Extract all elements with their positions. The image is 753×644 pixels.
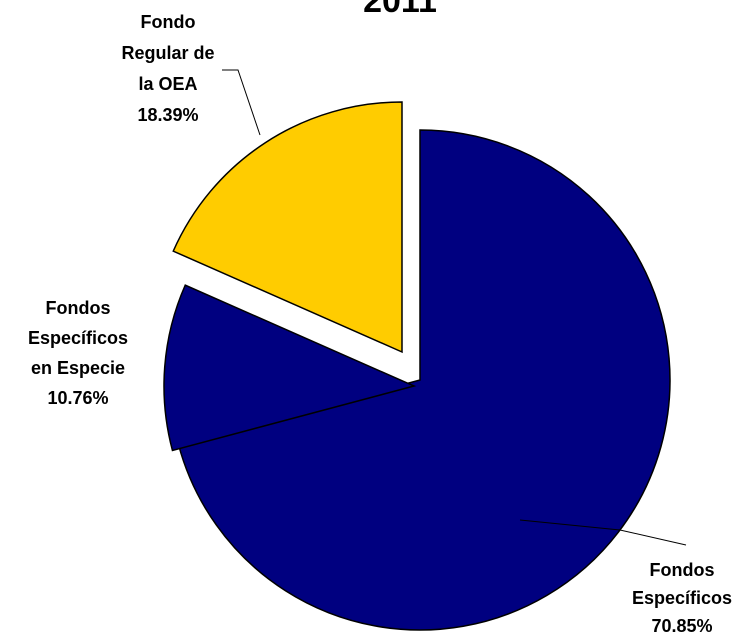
slice-label-line: la OEA <box>138 74 197 94</box>
slice-label-line: en Especie <box>31 358 125 378</box>
pie-slice-3 <box>172 101 403 354</box>
leader-line-1 <box>519 519 687 546</box>
slice-label-line: Fondo <box>141 12 196 32</box>
slice-label-line: 18.39% <box>137 105 198 125</box>
leader-lines <box>222 69 687 546</box>
slice-label-line: 70.85% <box>651 616 712 636</box>
slice-label-line: Específicos <box>28 328 128 348</box>
pie-slice-1 <box>177 129 671 631</box>
pie-slice-2 <box>163 284 417 452</box>
slice-labels: Fondos Específicos 70.85% Fondos Específicos… <box>28 12 732 636</box>
slice-label-line: Fondos <box>46 298 111 318</box>
slice-label-line: Regular de <box>121 43 214 63</box>
slice-label-line: 10.76% <box>47 388 108 408</box>
slices <box>163 101 671 631</box>
slice-label-line: Específicos <box>632 588 732 608</box>
slice-label-3: Fondo Regular de la OEA 18.39% <box>121 12 214 125</box>
slice-label-1: Fondos Específicos 70.85% <box>632 560 732 636</box>
slice-label-line: Fondos <box>650 560 715 580</box>
slice-label-2: Fondos Específicos en Especie 10.76% <box>28 298 128 408</box>
leader-line-3 <box>222 69 261 136</box>
chart-title: 2011 <box>363 0 437 20</box>
